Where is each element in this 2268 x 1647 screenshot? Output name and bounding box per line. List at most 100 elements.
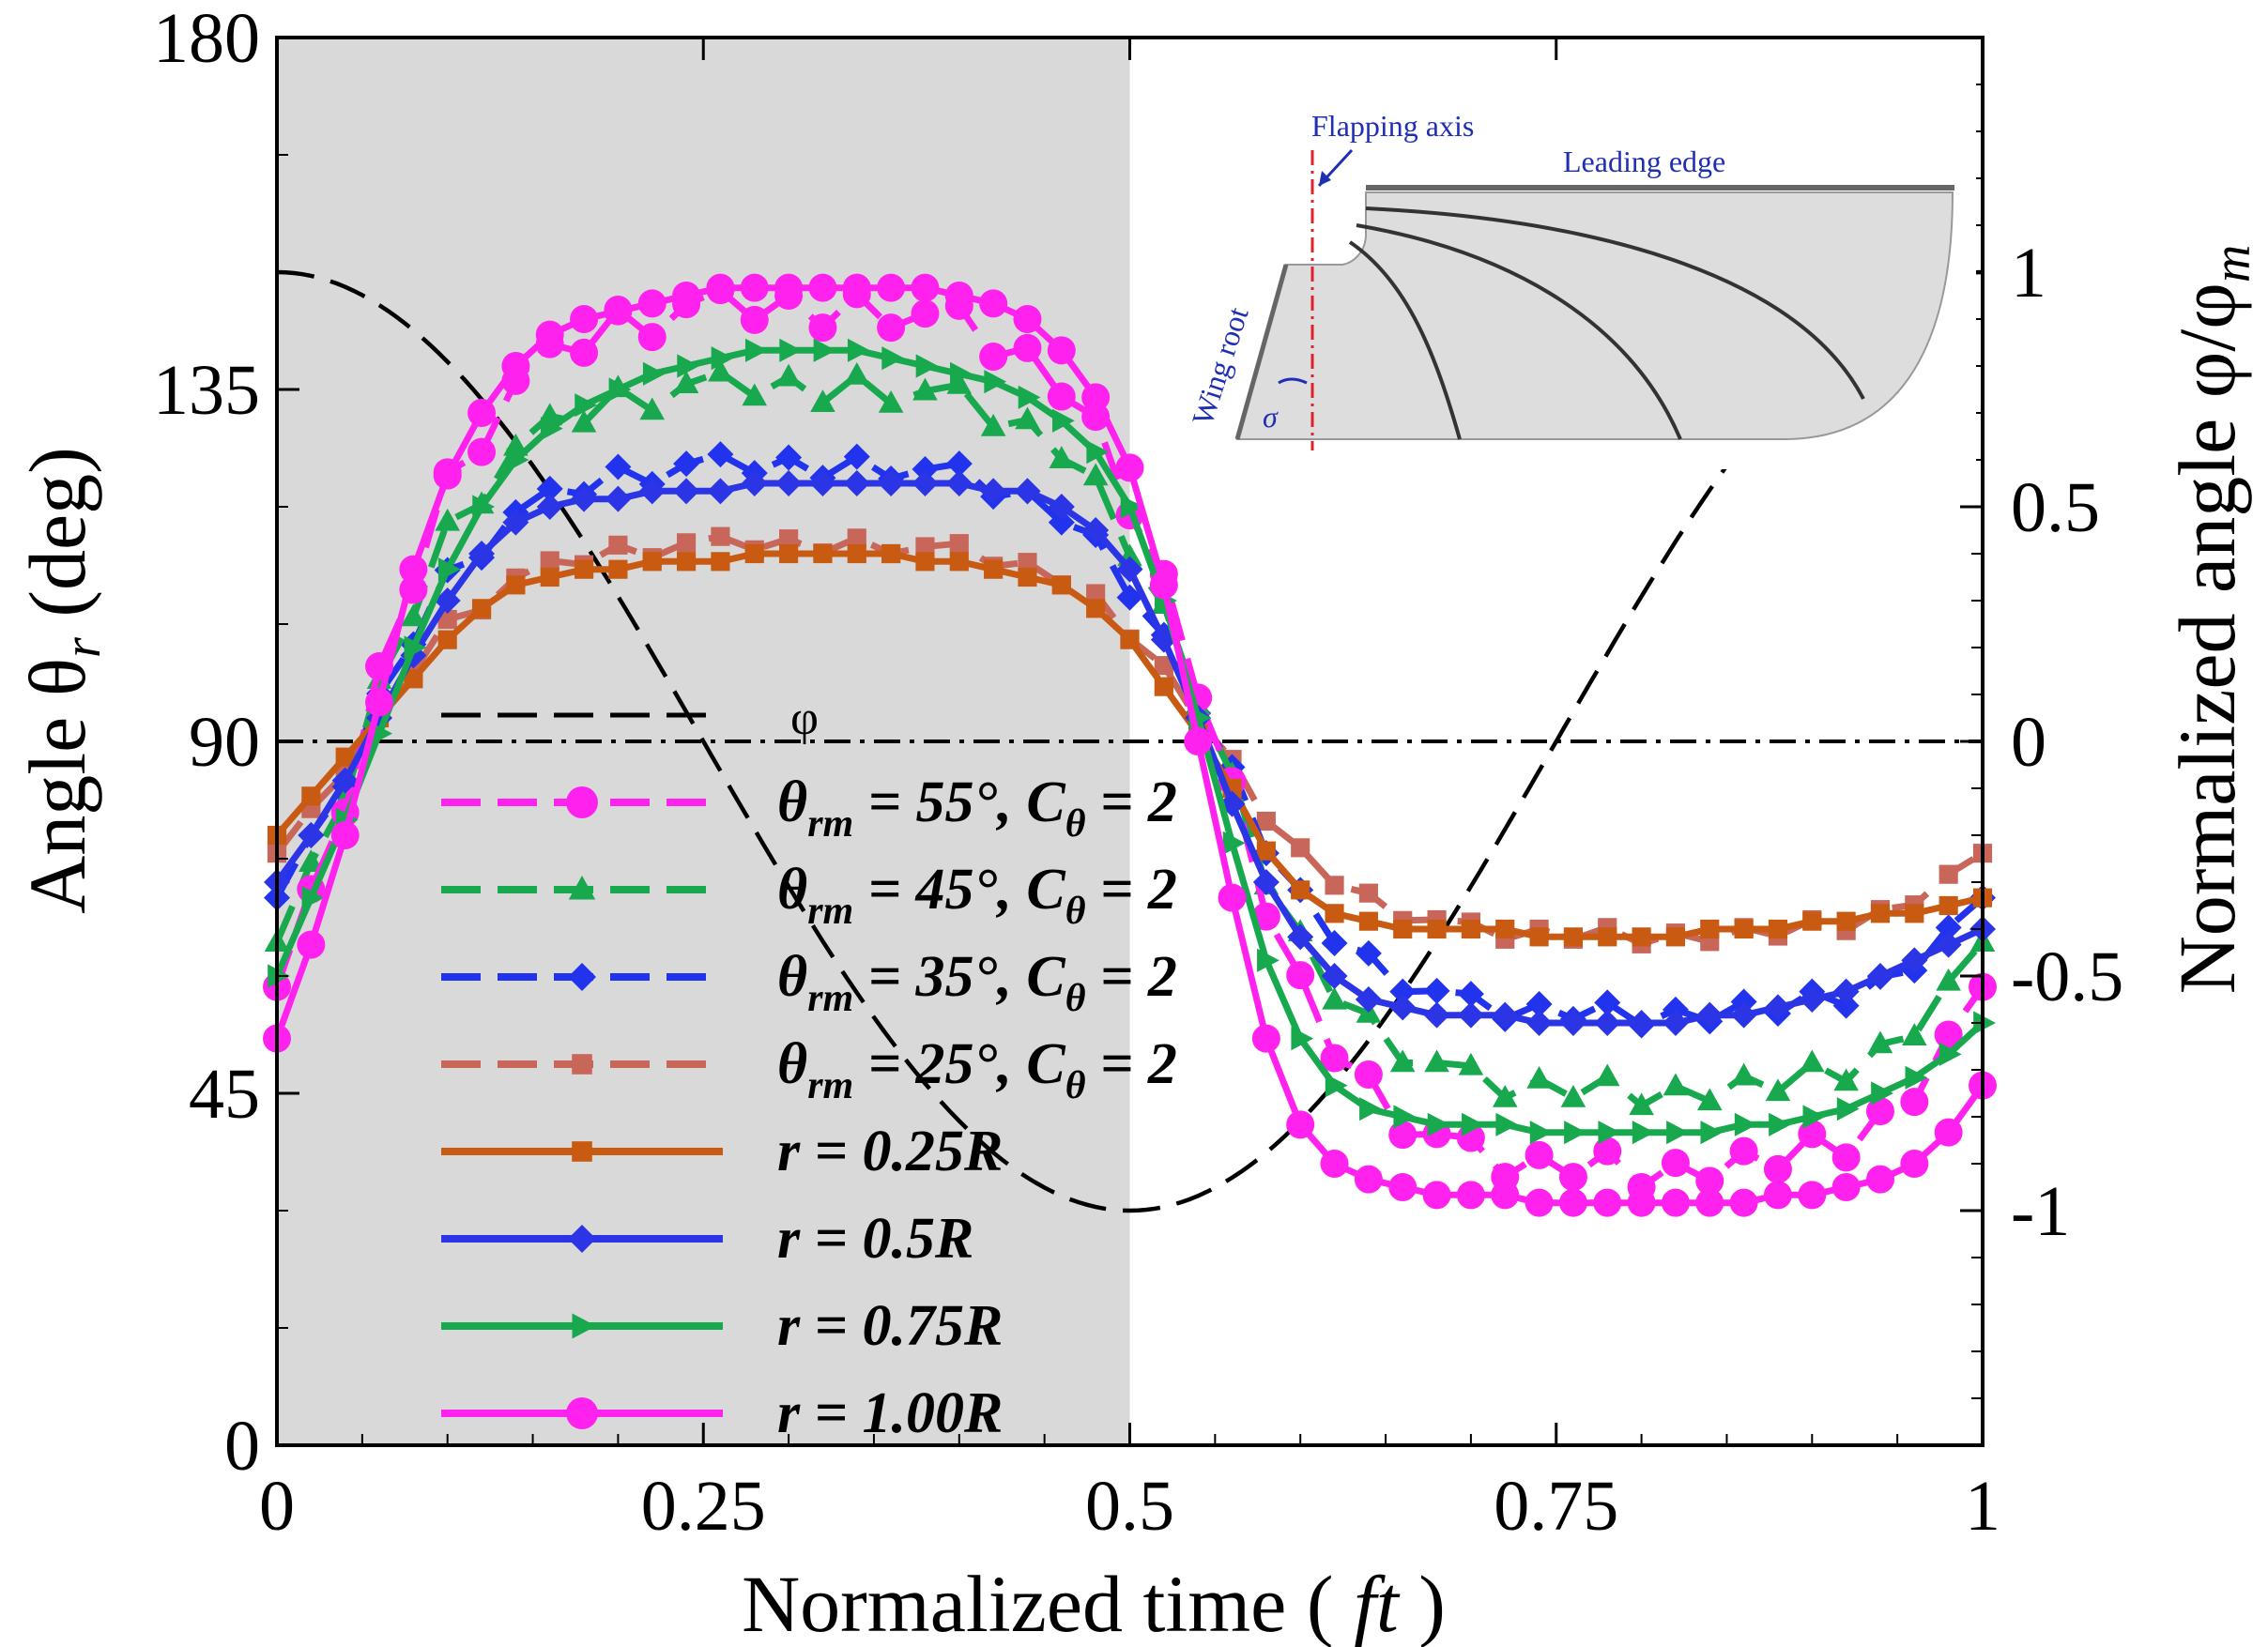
data-point [1632, 1121, 1655, 1145]
data-point [877, 273, 906, 302]
data-point [1629, 1092, 1654, 1116]
data-point [881, 346, 905, 371]
data-point [1525, 991, 1553, 1017]
legend-marker [572, 1054, 592, 1075]
data-point [1013, 305, 1042, 333]
data-point [467, 399, 497, 427]
data-point [1939, 864, 1958, 884]
data-point [1734, 1112, 1757, 1136]
data-point [915, 552, 935, 572]
data-point [911, 299, 940, 328]
legend-phi-label: φ [790, 692, 819, 745]
data-point [1286, 961, 1315, 990]
data-point [944, 282, 973, 310]
data-point [979, 343, 1008, 371]
data-point [1393, 919, 1413, 939]
data-point [1354, 1165, 1383, 1194]
data-point [1661, 1188, 1690, 1217]
data-point [1014, 478, 1041, 505]
x-tick-label: 0.75 [1494, 1467, 1618, 1546]
data-point [741, 470, 768, 496]
data-point [1018, 553, 1037, 572]
data-point [1047, 382, 1076, 411]
data-point [912, 377, 938, 401]
data-point [677, 552, 697, 572]
data-point [878, 390, 904, 413]
data-point [1628, 1010, 1655, 1036]
data-point [1902, 1023, 1927, 1045]
data-point [707, 478, 734, 505]
data-point [1525, 1188, 1554, 1217]
data-point [744, 543, 764, 564]
data-point [1495, 1112, 1519, 1136]
data-point [1086, 584, 1106, 603]
data-point [637, 289, 667, 318]
data-point [1458, 1052, 1484, 1075]
data-point [1291, 880, 1310, 900]
data-point [1529, 927, 1549, 947]
data-point [1355, 986, 1382, 1013]
data-point [1252, 869, 1280, 895]
data-point [1457, 981, 1484, 1008]
data-point [1116, 556, 1143, 583]
data-point [1594, 989, 1621, 1016]
data-point [435, 508, 460, 531]
series-6 [268, 338, 1996, 1145]
data-point [399, 555, 428, 584]
data-point [1256, 811, 1276, 831]
data-point [980, 478, 1007, 505]
data-point [1048, 509, 1075, 536]
data-point [1492, 1001, 1519, 1029]
inset-label-flapping-axis: Flapping axis [1311, 109, 1474, 143]
data-point [1218, 883, 1247, 912]
data-point [638, 478, 666, 505]
data-point [1935, 914, 1962, 941]
data-point [711, 346, 734, 371]
data-point [1729, 1136, 1758, 1166]
legend-label: r = 0.5R [777, 1207, 973, 1271]
data-point [1870, 904, 1891, 923]
data-point [1115, 453, 1144, 482]
data-point [1256, 841, 1276, 861]
data-point [1082, 517, 1110, 543]
data-point [677, 533, 697, 553]
data-point [843, 470, 870, 496]
data-point [571, 485, 598, 512]
data-point [1695, 1167, 1724, 1196]
data-point [1456, 1181, 1485, 1210]
data-point [536, 494, 563, 520]
data-point [1388, 1121, 1418, 1150]
data-point [775, 470, 803, 496]
data-point [1594, 1010, 1621, 1036]
data-point [301, 786, 321, 806]
data-point [1388, 1173, 1418, 1201]
data-point [1251, 902, 1280, 931]
data-point [404, 635, 427, 660]
data-point [1934, 1020, 1963, 1049]
data-point [775, 444, 803, 471]
data-point [1900, 1150, 1929, 1178]
data-point [1662, 996, 1689, 1023]
y-right-tick-label: 1 [2011, 234, 2046, 313]
data-point [1905, 904, 1924, 923]
data-point [540, 551, 559, 571]
data-point [1526, 1066, 1552, 1089]
data-point [672, 282, 701, 310]
data-point [1424, 1049, 1449, 1073]
legend-label: θrm = 55°, Cθ = 2 [777, 770, 1177, 846]
data-point [506, 448, 529, 472]
data-point [779, 338, 803, 362]
data-point [1832, 978, 1860, 1005]
data-point [1358, 883, 1378, 903]
data-point [1081, 383, 1111, 412]
data-point [1051, 575, 1071, 595]
data-point [1462, 1112, 1484, 1136]
data-point [813, 338, 836, 362]
data-point [1491, 1181, 1520, 1210]
data-point [434, 587, 461, 614]
data-point [847, 338, 870, 362]
data-point [809, 470, 836, 496]
data-point [706, 273, 735, 302]
data-point [950, 361, 973, 386]
